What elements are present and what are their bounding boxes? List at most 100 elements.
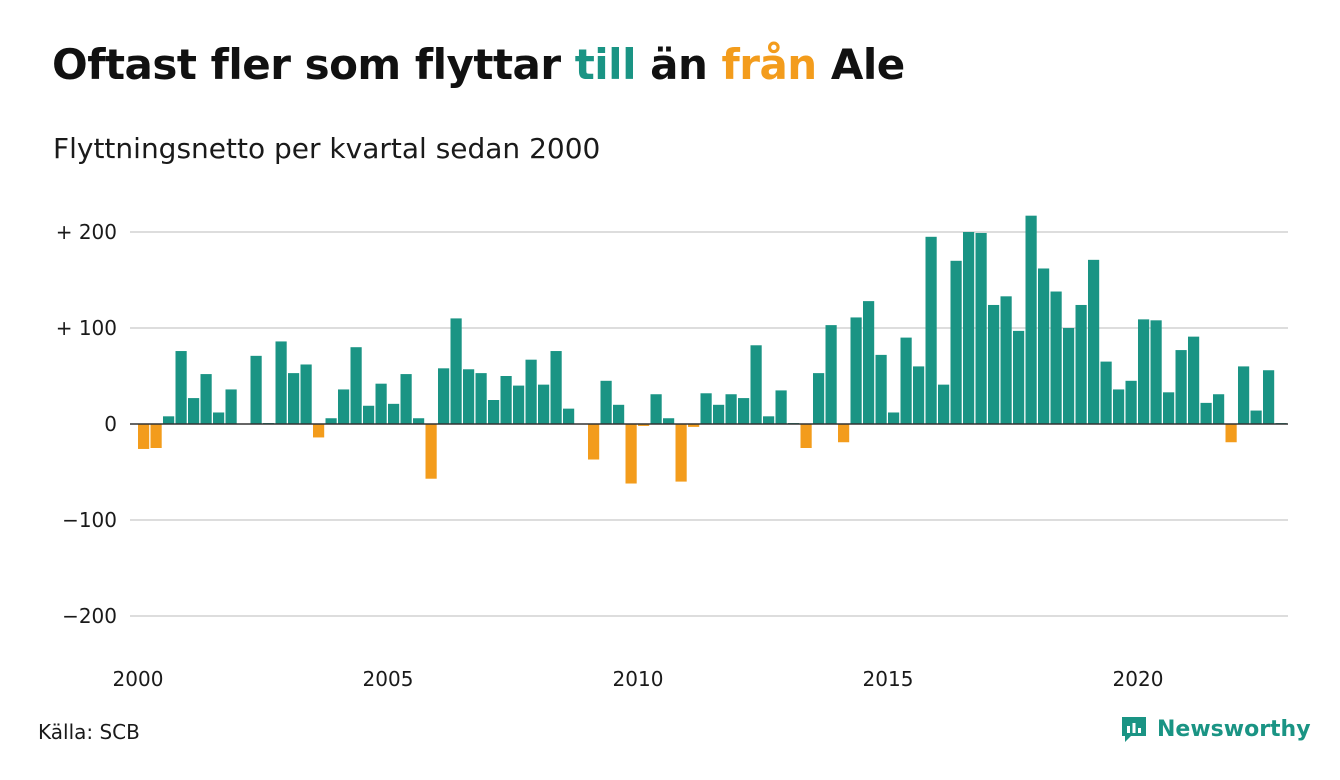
brand-logo[interactable]: Newsworthy: [1119, 714, 1311, 744]
bar: [588, 424, 600, 460]
bar: [863, 301, 875, 424]
bar: [300, 364, 312, 424]
bar: [1050, 291, 1062, 424]
bar: [438, 368, 450, 424]
bar: [850, 317, 862, 424]
bar: [750, 345, 762, 424]
bar: [1150, 320, 1162, 424]
bar: [363, 405, 375, 424]
title-part-5: Ale: [816, 40, 905, 89]
bar: [175, 351, 187, 424]
bar: [638, 424, 650, 426]
y-tick-label: −200: [62, 604, 117, 628]
x-tick-label: 2000: [113, 667, 164, 691]
bar: [413, 418, 425, 424]
bar: [213, 412, 225, 424]
bar: [1063, 328, 1075, 424]
bar: [963, 232, 975, 424]
bar: [1000, 296, 1012, 424]
bar: [313, 424, 325, 438]
bar: [725, 394, 737, 424]
title-highlight-fran: från: [721, 40, 817, 89]
bar: [1075, 304, 1087, 424]
bar: [700, 393, 712, 424]
bar: [838, 424, 850, 443]
bar: [325, 418, 337, 424]
bars: [138, 215, 1287, 484]
bar: [163, 416, 175, 424]
bar: [813, 373, 825, 424]
brand-name: Newsworthy: [1157, 716, 1311, 742]
bar: [713, 404, 725, 424]
bar: [500, 376, 512, 424]
bar: [250, 355, 262, 424]
bar: [800, 424, 812, 448]
bar: [1250, 410, 1262, 424]
bar: [338, 389, 350, 424]
x-tick-label: 2020: [1113, 667, 1164, 691]
bar: [550, 351, 562, 424]
x-tick-label: 2015: [863, 667, 914, 691]
bar: [1225, 424, 1237, 443]
bar: [475, 373, 487, 424]
bar: [1125, 380, 1137, 424]
bar: [650, 394, 662, 424]
y-tick-label: + 200: [56, 220, 117, 244]
bar: [900, 337, 912, 424]
bar: [600, 380, 612, 424]
bar: [975, 232, 987, 424]
bar: [913, 366, 925, 424]
bar: [1013, 330, 1025, 424]
bar: [525, 359, 537, 424]
bar: [288, 373, 300, 424]
bar: [925, 236, 937, 424]
y-tick-label: −100: [62, 508, 117, 532]
bar: [888, 412, 900, 424]
title-highlight-till: till: [574, 40, 637, 89]
bar: [375, 383, 387, 424]
bar: [463, 369, 475, 424]
bar: [1088, 259, 1100, 424]
bar: [1138, 319, 1150, 424]
bar: [675, 424, 687, 482]
bar: [488, 400, 500, 424]
bar: [225, 389, 237, 424]
bar: [1213, 394, 1225, 424]
bar: [188, 398, 200, 424]
bar: [1100, 361, 1112, 424]
bar: [513, 385, 525, 424]
title-part-3: än: [635, 40, 722, 89]
bar: [563, 408, 575, 424]
gridlines: [130, 231, 1288, 617]
bar: [388, 403, 400, 424]
chart-subtitle: Flyttningsnetto per kvartal sedan 2000: [53, 132, 601, 165]
title-part-1: Oftast fler som flyttar: [52, 40, 575, 89]
bar: [350, 347, 362, 424]
bar: [663, 418, 675, 424]
bar: [688, 424, 700, 427]
bar: [1113, 389, 1125, 424]
source-note: Källa: SCB: [38, 720, 140, 744]
bar: [138, 424, 150, 449]
bar: [275, 341, 287, 424]
bar: [538, 384, 550, 424]
bar: [400, 374, 412, 424]
bar: [150, 424, 162, 448]
y-tick-label: + 100: [56, 316, 117, 340]
bar: [425, 424, 437, 479]
bar: [988, 304, 1000, 424]
bar: [1263, 370, 1275, 424]
bar: [1163, 392, 1175, 424]
bar: [738, 398, 750, 424]
bar: [450, 318, 462, 424]
bar: [613, 404, 625, 424]
chart-title: Oftast fler som flyttar till än från Ale: [52, 40, 905, 89]
x-tick-label: 2010: [613, 667, 664, 691]
bar: [938, 384, 950, 424]
bar-chart: + 200 + 100 0 −100 −200 2000 2005 2010 2015 2020: [56, 215, 1288, 691]
bar: [625, 424, 637, 484]
newsworthy-logo-icon: [1122, 717, 1146, 742]
bar: [875, 354, 887, 424]
x-tick-label: 2005: [363, 667, 414, 691]
y-axis-tick-labels: + 200 + 100 0 −100 −200: [56, 220, 117, 628]
